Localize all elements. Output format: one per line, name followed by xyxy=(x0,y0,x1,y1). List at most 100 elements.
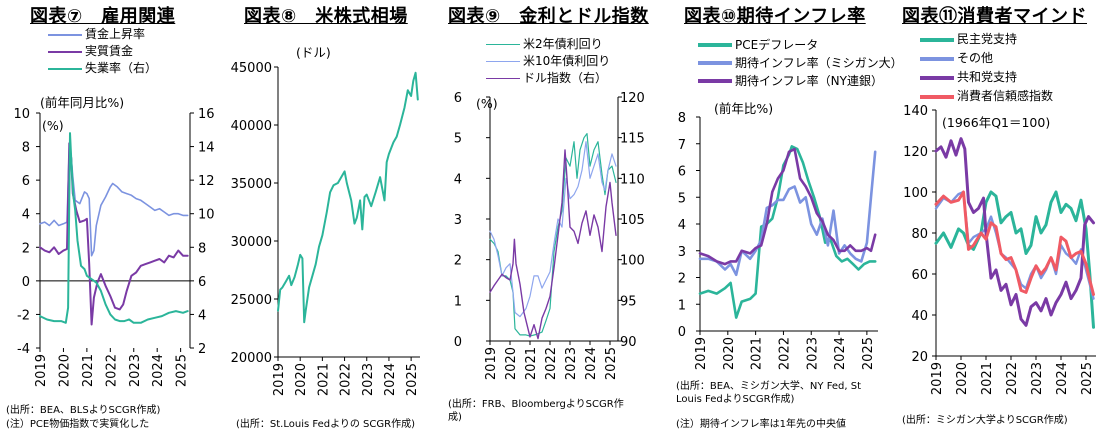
x-tick-label: 2025 xyxy=(405,363,420,396)
source-note: (出所：ミシガン大学よりSCGR作成) xyxy=(902,415,1068,426)
axis-unit-label: (前年比%) xyxy=(714,101,774,116)
y-tick-label: 3 xyxy=(678,245,686,260)
series-line xyxy=(489,149,617,340)
y-tick-label: 4 xyxy=(454,172,462,187)
y-tick-label: 30000 xyxy=(231,235,272,250)
legend-swatch xyxy=(48,33,82,36)
x-tick-label: 2023 xyxy=(564,347,579,380)
y-tick-label: 40000 xyxy=(231,119,272,134)
chart-title: 図表⑨ 金利とドル指数 xyxy=(448,6,649,27)
y-tick-label: 0 xyxy=(22,275,30,290)
legend-swatch xyxy=(920,94,954,99)
legend-label: 消費者信頼感指数 xyxy=(957,89,1054,103)
y-tick-label: 5 xyxy=(454,132,462,147)
y-tick-label: 80 xyxy=(911,227,928,242)
y-right-tick-label: 100 xyxy=(620,254,645,269)
y-right-tick-label: 10 xyxy=(198,208,214,223)
y-right-tick-label: 90 xyxy=(620,335,637,350)
legend-swatch xyxy=(48,67,82,70)
series-line xyxy=(277,71,419,324)
x-tick-label: 2020 xyxy=(57,354,72,387)
legend-swatch xyxy=(698,43,732,47)
x-tick-label: 2025 xyxy=(861,337,876,370)
y-tick-label: -4 xyxy=(17,342,30,357)
x-tick-label: 2025 xyxy=(604,347,619,380)
legend-swatch xyxy=(486,78,520,79)
chart-title: 図表⑦ 雇用関連 xyxy=(30,6,176,27)
chart-plot: 20 40 60 80 100 120 140 2019 2020 2021 2022 2023 202… xyxy=(903,104,1096,395)
x-tick-label: 2019 xyxy=(694,337,709,370)
legend-label: 賃金上昇率 xyxy=(85,27,146,41)
chart-legend: 民主党支持 その他 共和党支持 消費者信頼感指数 xyxy=(920,30,1053,106)
chart-plot: 0 1 2 3 4 5 6 90 95 100 105 110 115 120 2019 2020 2021 20… xyxy=(454,91,645,380)
x-tick-label: 2021 xyxy=(980,362,995,395)
y-tick-label: -2 xyxy=(17,308,30,323)
x-tick-label: 2019 xyxy=(34,354,49,387)
x-tick-label: 2020 xyxy=(955,362,970,395)
y-tick-label: 40 xyxy=(911,309,928,324)
y-tick-label: 6 xyxy=(454,91,462,106)
legend-label: 期待インフレ率（NY連銀） xyxy=(735,74,883,88)
y-right-tick-label: 115 xyxy=(620,132,645,147)
series-line xyxy=(934,137,1095,327)
y-tick-label: 7 xyxy=(678,138,686,153)
series-line xyxy=(698,147,877,266)
legend-label: 米10年債利回り xyxy=(523,54,611,68)
y-right-tick-label: 4 xyxy=(198,308,206,323)
legend-swatch xyxy=(920,56,954,61)
legend-swatch xyxy=(920,37,954,42)
x-tick-label: 2019 xyxy=(272,363,287,396)
x-tick-label: 2022 xyxy=(104,354,119,387)
legend-label: 期待インフレ率（ミシガン大） xyxy=(735,56,903,70)
chart-plot: -4 -2 0 2 4 6 8 10 2 4 6 8 10 12 14 16 2019 2020 2021 2022 2… xyxy=(13,107,214,387)
legend-swatch xyxy=(698,79,732,83)
y-tick-label: 60 xyxy=(911,268,928,283)
y-tick-label: 100 xyxy=(903,186,928,201)
legend-label: 米2年債利回り xyxy=(523,37,603,51)
y-tick-label: 5 xyxy=(678,191,686,206)
legend-label: 失業率（右） xyxy=(85,61,158,75)
y-right-tick-label: 2 xyxy=(198,342,206,357)
legend-swatch xyxy=(698,61,732,65)
chart-legend: 米2年債利回り 米10年債利回り ドル指数（右） xyxy=(486,36,610,87)
legend-item: 米2年債利回り xyxy=(486,36,610,53)
legend-label: PCEデフレータ xyxy=(735,38,819,52)
series-line xyxy=(698,145,877,319)
y-tick-label: 35000 xyxy=(231,177,272,192)
x-tick-label: 2023 xyxy=(361,363,376,396)
chart-title: 図表⑪消費者マインド xyxy=(902,6,1087,27)
legend-item: 期待インフレ率（NY連銀） xyxy=(698,72,903,90)
x-tick-label: 2019 xyxy=(930,362,945,395)
x-tick-label: 2021 xyxy=(316,363,331,396)
source-note: (出所：BEA、ミシガン大学、NY Fed, St xyxy=(676,381,862,392)
legend-label: 民主党支持 xyxy=(957,32,1018,46)
legend-item: 期待インフレ率（ミシガン大） xyxy=(698,54,903,72)
x-tick-label: 2020 xyxy=(722,337,737,370)
legend-item: 消費者信頼感指数 xyxy=(920,87,1053,106)
x-tick-label: 2025 xyxy=(175,354,190,387)
legend-item: その他 xyxy=(920,49,1053,68)
series-line xyxy=(489,133,617,337)
legend-item: 共和党支持 xyxy=(920,68,1053,87)
y-right-tick-label: 14 xyxy=(198,141,214,156)
y-right-tick-label: 16 xyxy=(198,107,214,122)
legend-label: 共和党支持 xyxy=(957,70,1018,84)
axis-unit-label: (1966年Q1＝100) xyxy=(942,115,1051,130)
x-tick-label: 2023 xyxy=(128,354,143,387)
x-tick-label: 2022 xyxy=(777,337,792,370)
x-tick-label: 2020 xyxy=(294,363,309,396)
x-tick-label: 2023 xyxy=(1030,362,1045,395)
x-tick-label: 2022 xyxy=(1005,362,1020,395)
legend-item: ドル指数（右） xyxy=(486,70,610,87)
x-tick-label: 2025 xyxy=(1080,362,1095,395)
y-tick-label: 4 xyxy=(678,218,686,233)
chart-plot: 20000 25000 30000 35000 40000 45000 2019 2020 20… xyxy=(231,61,420,396)
y-tick-label: 0 xyxy=(678,325,686,340)
y-right-tick-label: 120 xyxy=(620,91,645,106)
x-tick-label: 2022 xyxy=(339,363,354,396)
x-tick-label: 2024 xyxy=(383,363,398,396)
legend-label: その他 xyxy=(957,51,994,65)
chart-legend: PCEデフレータ 期待インフレ率（ミシガン大） 期待インフレ率（NY連銀） xyxy=(698,36,903,90)
y-tick-label: 4 xyxy=(22,208,30,223)
chart-legend: 賃金上昇率 実質賃金 失業率（右） xyxy=(48,26,157,77)
